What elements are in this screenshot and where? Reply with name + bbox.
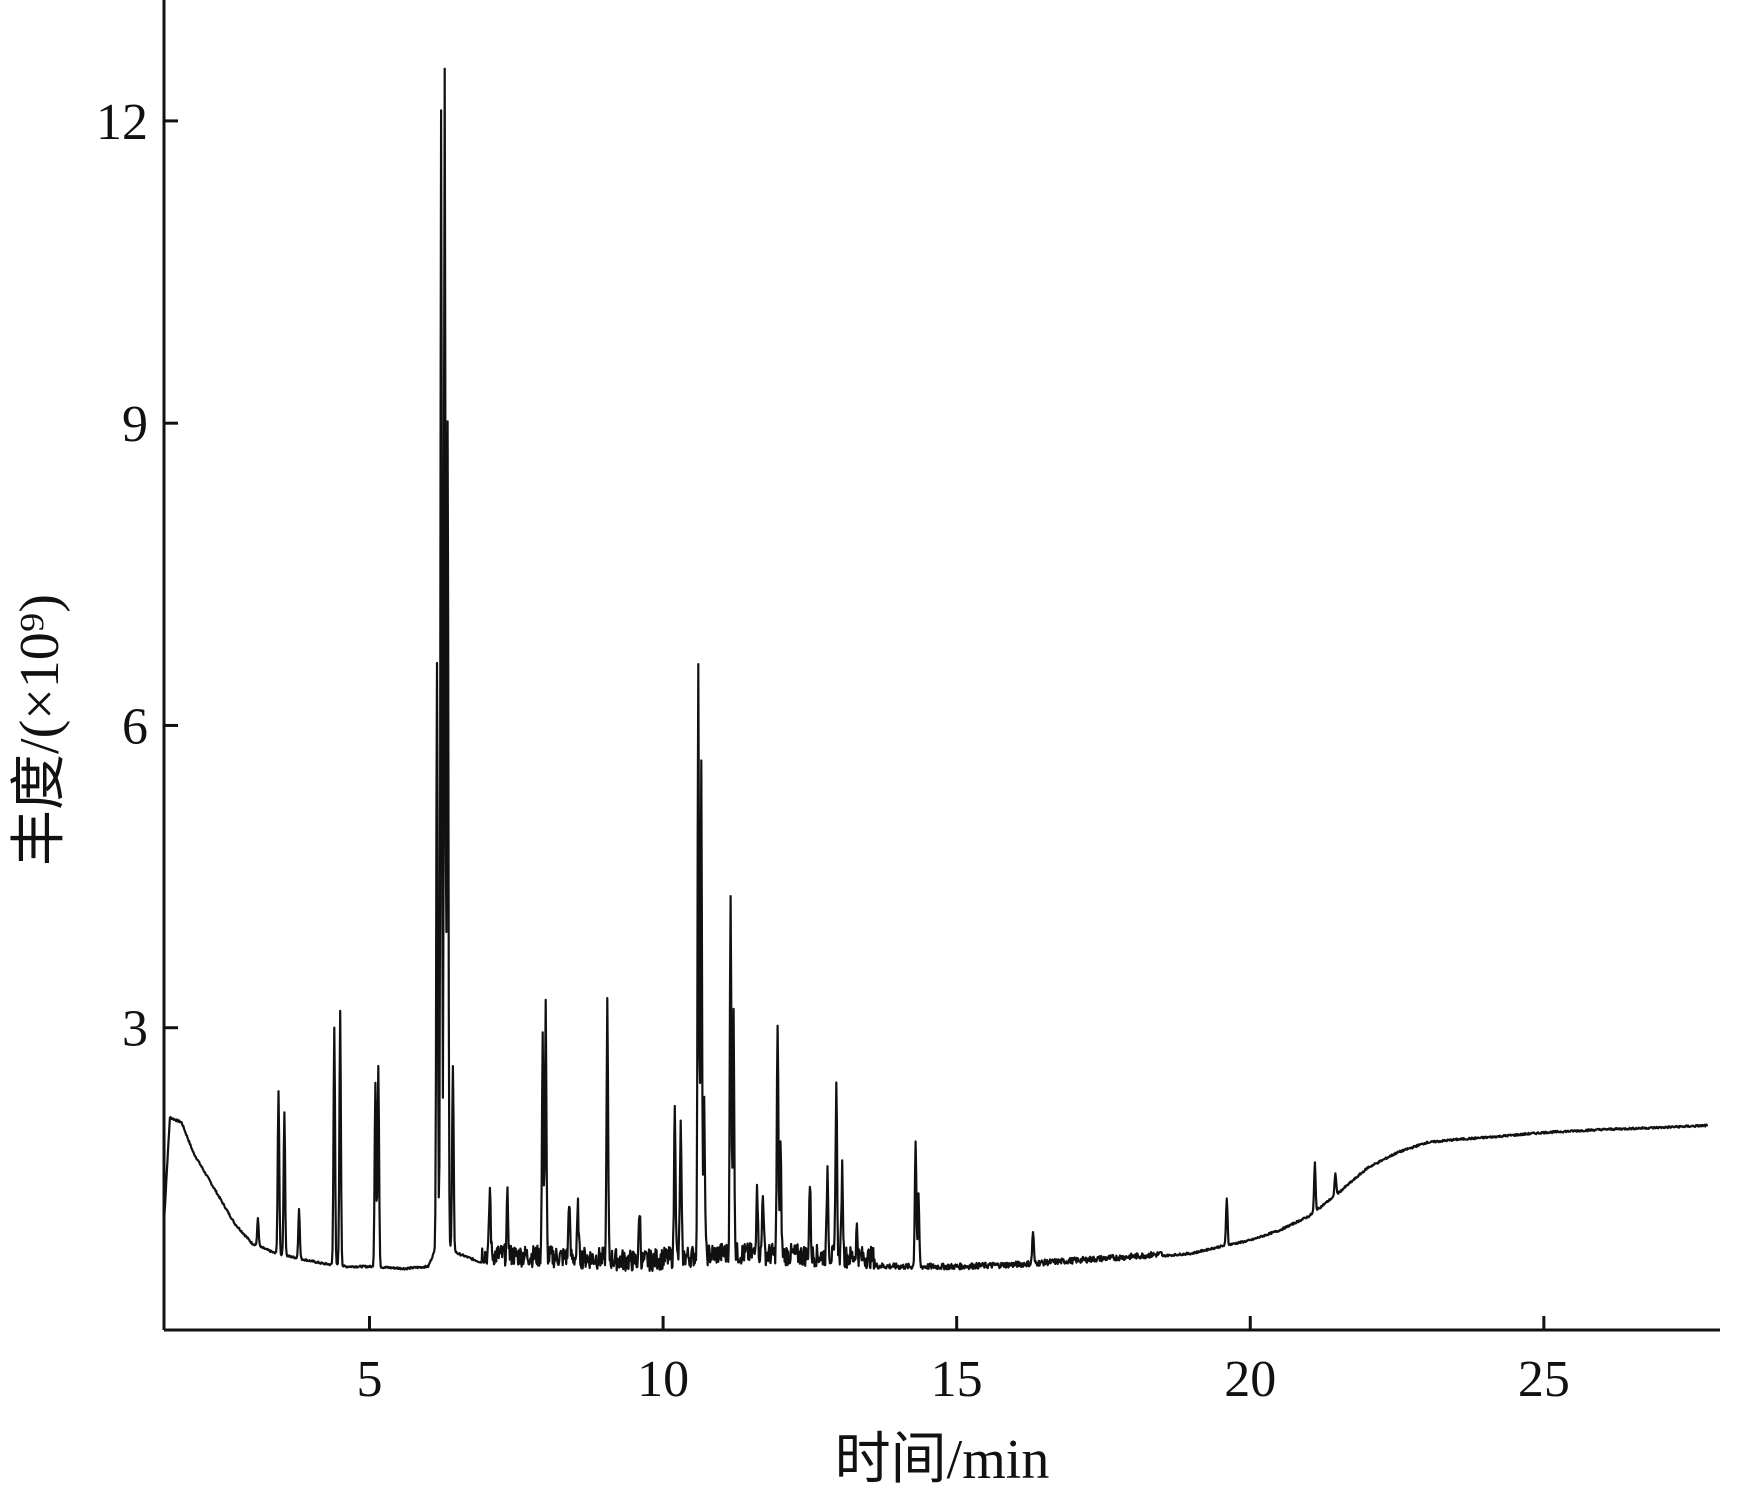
y-axis-title: 丰度/(×10⁹) [9,594,71,866]
y-tick-label: 12 [96,94,148,151]
x-tick-label: 5 [357,1351,383,1408]
y-tick-label: 3 [122,1001,148,1058]
series [162,67,1709,1272]
y-ticks: 3 6 9 12 [96,94,178,1058]
x-axis-title: 时间/min [835,1429,1050,1488]
axes [162,0,1720,1332]
x-tick-label: 20 [1224,1351,1276,1408]
x-tick-label: 15 [931,1351,983,1408]
x-tick-label: 25 [1518,1351,1570,1408]
y-tick-label: 6 [122,698,148,755]
x-ticks: 5 10 15 20 25 [357,1316,1570,1408]
y-tick-label: 9 [122,396,148,453]
x-tick-label: 10 [637,1351,689,1408]
chromatogram-trace [162,67,1709,1272]
